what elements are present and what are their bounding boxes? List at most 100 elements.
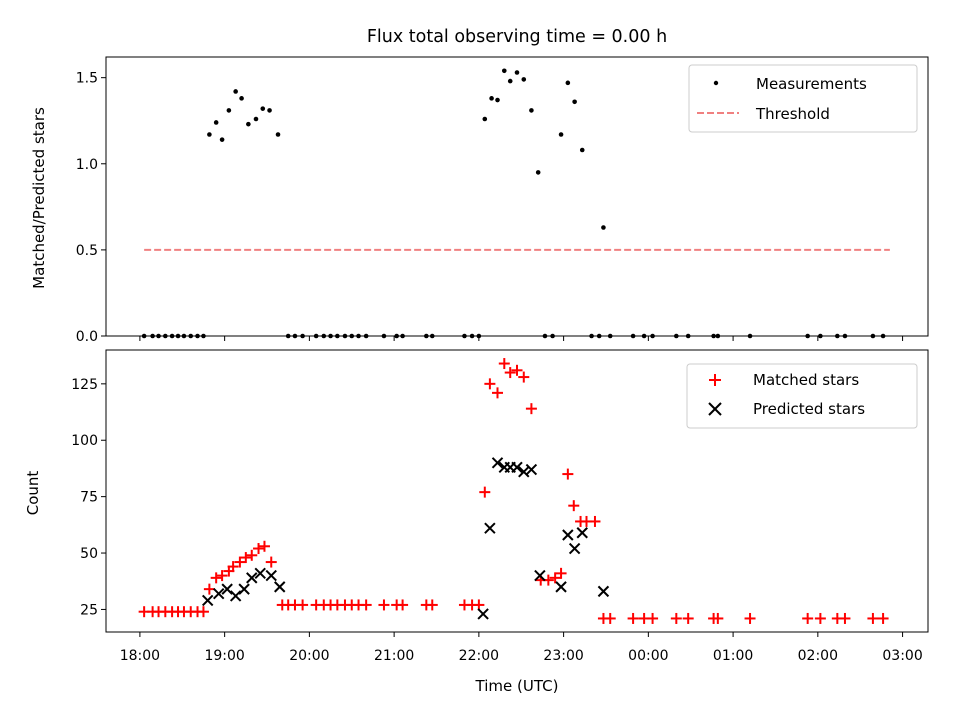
predicted-star-point (254, 567, 266, 580)
matched-star-point (814, 612, 826, 624)
matched-star-point (562, 468, 574, 480)
measurement-point (482, 116, 488, 122)
bottom-x-tick-label: 02:00 (798, 648, 838, 664)
top-plot-area (141, 68, 890, 339)
measurement-point (514, 70, 520, 75)
matched-star-point (360, 599, 372, 611)
matched-star-point (197, 606, 209, 618)
matched-star-point (378, 599, 390, 611)
predicted-star-point (511, 461, 523, 474)
measurement-point (267, 108, 272, 113)
measurement-point (219, 137, 225, 142)
measurement-point (253, 116, 259, 122)
matched-star-point (647, 612, 659, 624)
matched-star-point (484, 378, 496, 390)
matched-star-point (426, 599, 438, 611)
measurement-point (260, 106, 266, 111)
matched-star-point (265, 556, 277, 568)
legend-threshold-label: Threshold (755, 105, 830, 123)
measurement-point (246, 121, 251, 127)
matched-star-point (227, 561, 239, 573)
predicted-star-point (213, 587, 225, 600)
matched-star-point (479, 486, 491, 498)
measurement-point (565, 80, 571, 86)
bottom-x-tick-label: 01:00 (713, 648, 753, 664)
bottom-y-tick-label: 75 (80, 490, 98, 506)
measurement-point (501, 68, 507, 74)
measurement-point (572, 99, 577, 105)
matched-star-point (246, 549, 258, 561)
predicted-star-point (484, 522, 496, 534)
matched-star-point (839, 612, 851, 624)
measurement-point (226, 108, 232, 113)
top-x-ticks (139, 336, 904, 341)
matched-star-point (555, 567, 567, 579)
top-y-tick-label: 0.5 (76, 243, 98, 259)
matched-star-point (670, 612, 682, 624)
matched-star-point (253, 543, 265, 555)
matched-star-point (240, 552, 252, 564)
bottom-y-tick-label: 25 (80, 602, 98, 618)
matched-star-point (877, 612, 889, 624)
legend-matched-marker (709, 374, 721, 386)
predicted-star-point (576, 527, 588, 539)
matched-star-point (712, 612, 724, 624)
measurement-point (495, 97, 500, 103)
measurement-point (207, 132, 212, 137)
matched-star-point (627, 612, 639, 624)
measurement-point (239, 96, 244, 101)
bottom-y-tick-label: 100 (71, 433, 98, 449)
bottom-x-tick-label: 19:00 (204, 648, 244, 664)
legend-predicted-marker (708, 402, 722, 416)
matched-star-point (802, 612, 814, 624)
top-axes-frame (105, 56, 929, 337)
bottom-panel: Count Time (UTC) 25 50 75 100 125 18:00 19:00… (24, 349, 929, 695)
matched-star-point (518, 371, 530, 383)
matched-star-point (210, 572, 222, 584)
measurement-point (275, 132, 281, 137)
matched-star-point (568, 500, 580, 512)
top-y-axis-label: Matched/Predicted stars (30, 107, 48, 289)
legend-measurements-marker (713, 80, 719, 86)
bottom-x-tick-label: 23:00 (543, 648, 583, 664)
bottom-x-tick-label: 21:00 (374, 648, 414, 664)
predicted-star-point (491, 457, 504, 469)
matched-star-point (504, 367, 516, 379)
predicted-star-point (555, 581, 567, 593)
predicted-star-point (238, 583, 250, 595)
top-panel: Flux total observing time = 0.00 h Match… (30, 27, 929, 345)
predicted-star-point (265, 569, 277, 582)
measurement-point (521, 77, 527, 82)
top-legend-box (688, 64, 918, 133)
measurement-point (535, 170, 541, 175)
measurement-point (507, 78, 513, 84)
matched-star-point (216, 570, 228, 582)
predicted-star-point (201, 594, 214, 607)
matched-star-point (297, 599, 309, 611)
predicted-star-point (221, 583, 233, 595)
bottom-y-ticks: 25 50 75 100 125 (71, 377, 106, 618)
matched-star-point (234, 556, 246, 568)
predicted-star-point (568, 542, 581, 555)
predicted-star-point (534, 569, 546, 582)
top-legend: Measurements Threshold (688, 64, 918, 133)
predicted-star-point (562, 529, 574, 541)
matched-star-point (744, 612, 756, 624)
bottom-plot-area (138, 358, 889, 624)
matched-star-point (397, 599, 409, 611)
bottom-x-tick-label: 00:00 (628, 648, 668, 664)
bottom-x-tick-label: 22:00 (459, 648, 499, 664)
matched-star-point (492, 387, 504, 399)
predicted-star-point (274, 581, 286, 593)
bottom-x-tick-label: 20:00 (289, 648, 329, 664)
measurement-point (233, 89, 238, 94)
bottom-x-ticks: 18:00 19:00 20:00 21:00 22:00 23:00 00:00 01:00… (120, 632, 923, 664)
predicted-star-point (525, 463, 538, 476)
bottom-y-axis-label: Count (24, 471, 42, 516)
bottom-x-axis-label: Time (UTC) (475, 677, 559, 695)
matched-star-point (498, 358, 510, 370)
measurement-point (558, 132, 564, 137)
matched-star-point (589, 515, 601, 527)
top-y-tick-label: 1.0 (76, 157, 98, 173)
top-y-tick-label: 0.0 (76, 329, 98, 345)
